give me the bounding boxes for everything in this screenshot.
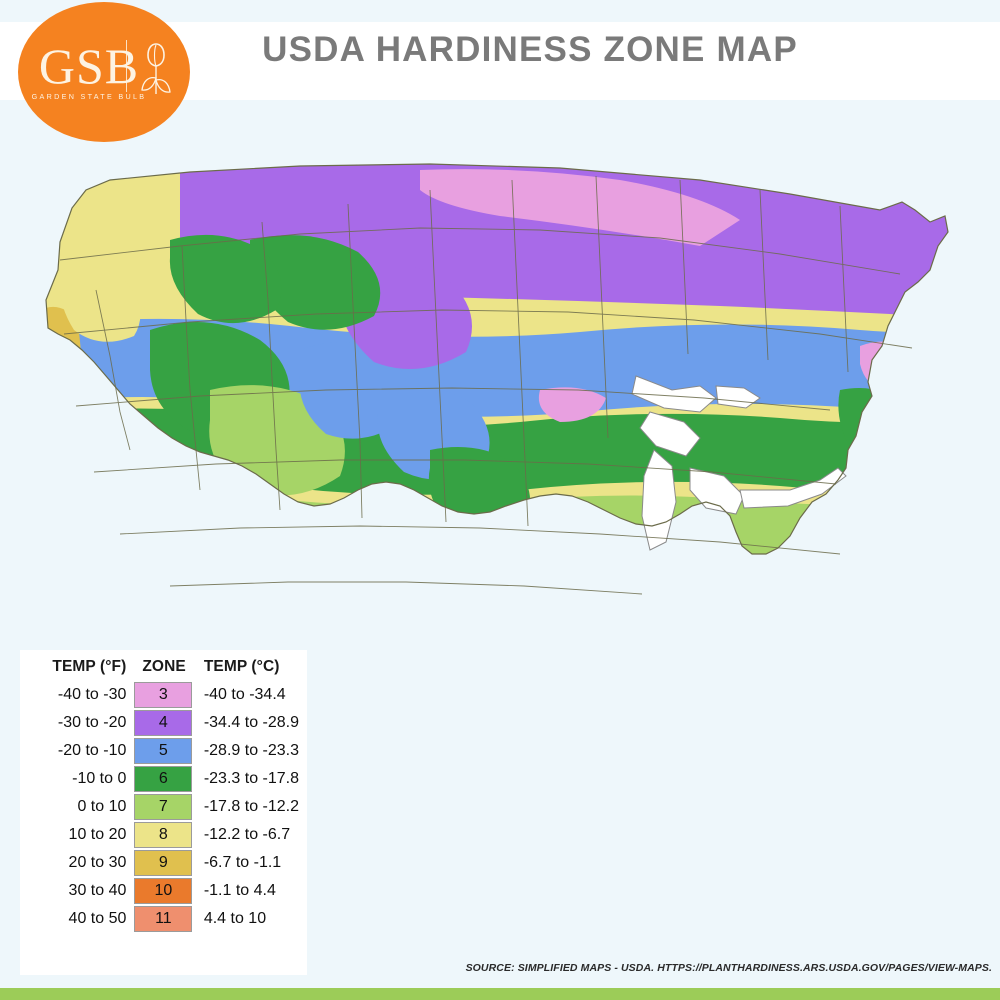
legend-body: -40 to -30 3 -40 to -34.4 -30 to -20 4 -34.4 … (28, 681, 299, 933)
legend-row[interactable]: 20 to 30 9 -6.7 to -1.1 (28, 849, 299, 877)
zone-swatch[interactable]: 10 (134, 878, 193, 904)
legend-zone-cell: 7 (134, 793, 193, 821)
legend-zone-cell: 8 (134, 821, 193, 849)
legend-temp-c: -6.7 to -1.1 (203, 854, 282, 871)
bottom-accent-bar (0, 988, 1000, 1000)
legend-row[interactable]: 0 to 10 7 -17.8 to -12.2 (28, 793, 299, 821)
legend-temp-c: -17.8 to -12.2 (203, 798, 299, 815)
zone-swatch[interactable]: 7 (134, 794, 193, 820)
legend-row[interactable]: 30 to 40 10 -1.1 to 4.4 (28, 877, 299, 905)
legend-header-celsius: TEMP (°C) (203, 658, 280, 675)
logo-tagline: GARDEN STATE BULB (31, 92, 147, 102)
legend-temp-f: -40 to -30 (57, 686, 127, 703)
zone-legend[interactable]: TEMP (°F) ZONE TEMP (°C) -40 to -30 3 -40 … (20, 650, 307, 975)
zone-swatch[interactable]: 9 (134, 850, 193, 876)
legend-temp-f: -10 to 0 (72, 770, 127, 787)
logo-divider (126, 40, 127, 92)
legend-temp-c: -23.3 to -17.8 (203, 770, 299, 787)
legend-row[interactable]: -40 to -30 3 -40 to -34.4 (28, 681, 299, 709)
legend-temp-f: 30 to 40 (68, 882, 127, 899)
legend-row[interactable]: 10 to 20 8 -12.2 to -6.7 (28, 821, 299, 849)
usa-outline (45, 163, 949, 555)
zone-swatch[interactable]: 5 (134, 738, 193, 764)
tulip-icon (141, 43, 171, 94)
hardiness-zone-map[interactable] (0, 150, 1000, 670)
legend-zone-cell: 10 (134, 877, 193, 905)
legend-temp-c: -28.9 to -23.3 (203, 742, 299, 759)
legend-temp-f: 40 to 50 (68, 910, 127, 927)
zone-swatch[interactable]: 3 (134, 682, 193, 708)
source-caption: SOURCE: SIMPLIFIED MAPS - USDA. HTTPS://… (465, 962, 992, 974)
legend-temp-c: -1.1 to 4.4 (203, 882, 276, 899)
brand-logo[interactable]: GSB GARDEN STATE BULB (18, 2, 190, 142)
legend-header-row: TEMP (°F) ZONE TEMP (°C) (28, 656, 299, 681)
legend-temp-c: 4.4 to 10 (203, 910, 267, 927)
legend-temp-f: 10 to 20 (68, 826, 127, 843)
logo-inner: GSB GARDEN STATE BULB (18, 2, 190, 142)
state-borders (59, 175, 913, 595)
legend-zone-cell: 11 (134, 905, 193, 933)
zone-swatch[interactable]: 6 (134, 766, 193, 792)
legend-row[interactable]: 40 to 50 11 4.4 to 10 (28, 905, 299, 933)
legend-row[interactable]: -30 to -20 4 -34.4 to -28.9 (28, 709, 299, 737)
legend-zone-cell: 4 (134, 709, 193, 737)
legend-zone-cell: 5 (134, 737, 193, 765)
legend-temp-f: -30 to -20 (57, 714, 127, 731)
legend-row[interactable]: -10 to 0 6 -23.3 to -17.8 (28, 765, 299, 793)
map-svg (45, 163, 949, 595)
logo-initials: GSB (38, 37, 140, 94)
legend-row[interactable]: -20 to -10 5 -28.9 to -23.3 (28, 737, 299, 765)
legend-zone-cell: 3 (134, 681, 193, 709)
legend-temp-c: -12.2 to -6.7 (203, 826, 291, 843)
logo-text-group: GSB GARDEN STATE BULB (31, 37, 177, 102)
legend-zone-cell: 6 (134, 765, 193, 793)
legend-temp-c: -34.4 to -28.9 (203, 714, 299, 731)
legend-temp-f: 20 to 30 (68, 854, 127, 871)
legend-temp-f: 0 to 10 (77, 798, 127, 815)
legend-table: TEMP (°F) ZONE TEMP (°C) -40 to -30 3 -40 … (28, 656, 299, 933)
legend-header-zone: ZONE (142, 658, 186, 675)
map-zone-fills (46, 164, 948, 554)
zone-swatch[interactable]: 11 (134, 906, 193, 932)
legend-temp-f: -20 to -10 (57, 742, 127, 759)
zone-swatch[interactable]: 8 (134, 822, 193, 848)
legend-temp-c: -40 to -34.4 (203, 686, 286, 703)
page-title: USDA HARDINESS ZONE MAP (262, 30, 798, 69)
zone-swatch[interactable]: 4 (134, 710, 193, 736)
legend-zone-cell: 9 (134, 849, 193, 877)
legend-header-fahrenheit: TEMP (°F) (52, 658, 127, 675)
